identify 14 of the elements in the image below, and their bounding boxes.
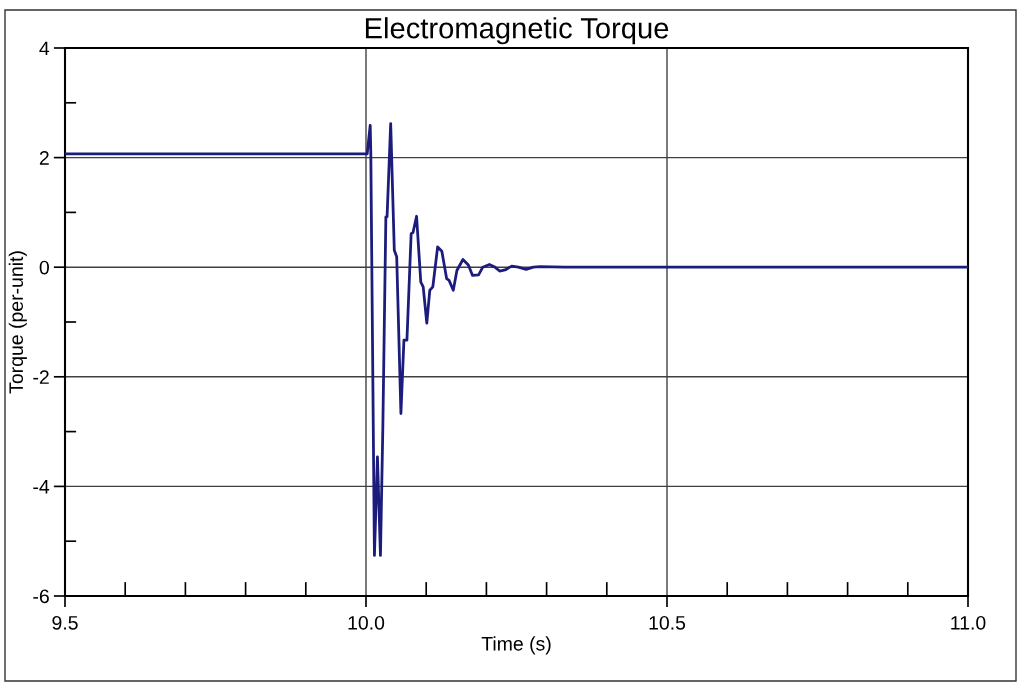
y-tick-label: -6 [33,589,49,604]
line-series [65,122,968,557]
y-axis-title: Torque (per-unit) [8,251,27,394]
x-tick-label: 10.0 [348,615,385,630]
y-tick-label: -2 [33,370,49,384]
x-tick-label: 10.5 [649,615,686,630]
y-tick-label: -4 [33,480,50,494]
y-tick-label: 2 [39,151,49,165]
chart-title: Electromagnetic Torque [365,17,669,45]
x-axis-title: Time (s) [481,636,551,655]
y-tick-label: 0 [39,260,49,275]
x-tick-label: 11.0 [951,615,986,630]
x-tick-label: 9.5 [52,615,78,630]
y-tick-label: 4 [39,41,50,56]
